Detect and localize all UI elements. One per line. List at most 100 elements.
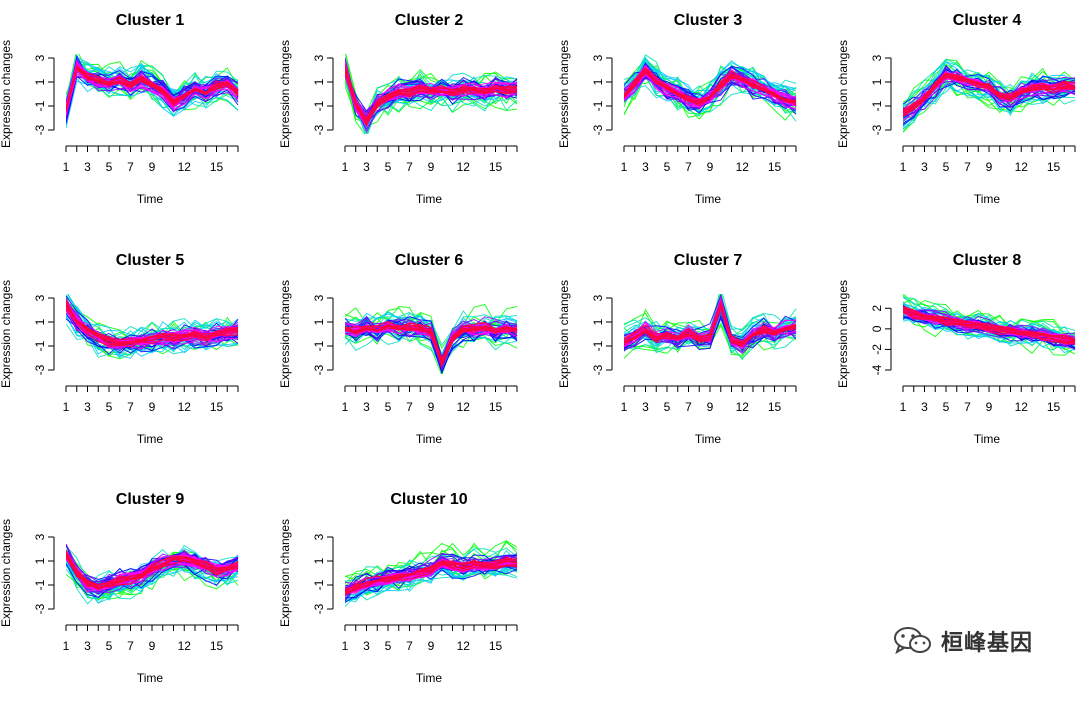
- y-axis-label: Expression changes: [558, 280, 571, 388]
- x-tick-label: 12: [736, 160, 750, 174]
- x-tick-label: 9: [428, 400, 435, 414]
- series-lines: [624, 294, 797, 361]
- y-tick-label: -2: [870, 344, 884, 355]
- y-tick-label: -1: [591, 340, 605, 351]
- x-axis-label: Time: [137, 192, 164, 206]
- x-tick-label: 1: [621, 400, 628, 414]
- x-tick-label: 12: [178, 160, 192, 174]
- x-tick-label: 15: [489, 400, 503, 414]
- y-tick-label: 3: [591, 294, 605, 301]
- chart-title: Cluster 8: [953, 252, 1022, 269]
- x-tick-label: 9: [428, 639, 435, 653]
- x-tick-label: 7: [406, 639, 413, 653]
- series-lines: [345, 540, 518, 608]
- cluster-line: [66, 61, 239, 113]
- x-tick-label: 15: [210, 639, 224, 653]
- y-tick-label: -1: [312, 100, 326, 111]
- cluster-line: [903, 308, 1076, 340]
- x-tick-label: 7: [685, 400, 692, 414]
- x-tick-label: 12: [1015, 400, 1029, 414]
- y-tick-label: 1: [591, 318, 605, 325]
- cluster-line: [345, 325, 518, 366]
- cluster-line: [624, 75, 797, 113]
- cluster-line: [345, 563, 518, 600]
- cluster-line: [624, 304, 797, 344]
- y-tick-label: -4: [870, 364, 884, 375]
- cluster-line: [903, 75, 1076, 120]
- y-tick-label: 1: [870, 78, 884, 85]
- cluster-line: [624, 63, 797, 104]
- wechat-icon: [894, 627, 931, 655]
- cluster-line: [66, 553, 239, 589]
- x-axis-label: Time: [416, 671, 443, 685]
- x-tick-label: 7: [127, 400, 134, 414]
- cluster-line: [345, 329, 518, 366]
- chart-title: Cluster 10: [390, 491, 467, 508]
- x-tick-label: 12: [1015, 160, 1029, 174]
- series-lines: [345, 303, 518, 374]
- series-lines: [903, 58, 1076, 133]
- y-tick-label: 1: [312, 557, 326, 564]
- y-tick-label: 3: [33, 533, 47, 540]
- cluster-line: [345, 66, 517, 124]
- cluster-line: [624, 304, 797, 348]
- x-tick-label: 15: [1047, 400, 1061, 414]
- x-tick-label: 9: [149, 400, 156, 414]
- series-lines: [66, 543, 239, 605]
- cluster-line: [624, 305, 797, 349]
- y-tick-label: -1: [591, 100, 605, 111]
- x-axis-label: Time: [137, 432, 164, 446]
- cluster-plot: Cluster 8 Expression changes Time -4 -2 0 2 1 3 5…: [837, 252, 1076, 446]
- x-tick-label: 5: [106, 639, 113, 653]
- y-tick-label: -1: [33, 100, 47, 111]
- cluster-panel: Cluster 7 Expression changes Time -3 -1 1 3 1 3 5…: [558, 240, 828, 470]
- x-axis-label: Time: [416, 432, 443, 446]
- x-tick-label: 9: [707, 160, 714, 174]
- x-tick-label: 9: [428, 160, 435, 174]
- cluster-line: [903, 294, 1076, 336]
- x-tick-label: 12: [457, 639, 471, 653]
- x-axis-label: Time: [695, 432, 722, 446]
- y-axis-label: Expression changes: [0, 280, 13, 388]
- y-tick-label: -3: [312, 603, 326, 614]
- cluster-line: [345, 64, 518, 121]
- y-tick-label: 3: [33, 294, 47, 301]
- y-tick-label: -3: [870, 124, 884, 135]
- x-tick-label: 15: [489, 639, 503, 653]
- x-tick-label: 5: [664, 160, 671, 174]
- x-tick-label: 5: [943, 160, 950, 174]
- cluster-line: [66, 80, 239, 127]
- x-tick-label: 15: [210, 400, 224, 414]
- x-tick-label: 1: [900, 160, 907, 174]
- x-tick-label: 7: [127, 160, 134, 174]
- y-tick-label: -3: [591, 364, 605, 375]
- cluster-line: [903, 308, 1076, 337]
- cluster-line: [624, 71, 797, 110]
- x-tick-label: 3: [642, 400, 649, 414]
- y-tick-label: 1: [33, 557, 47, 564]
- x-tick-label: 7: [406, 400, 413, 414]
- y-tick-label: -1: [312, 579, 326, 590]
- x-axis-label: Time: [974, 432, 1001, 446]
- cluster-panel: Cluster 2 Expression changes Time -3 -1 1 3 1 3 5…: [279, 0, 549, 230]
- cluster-line: [66, 72, 239, 115]
- x-tick-label: 5: [943, 400, 950, 414]
- x-tick-label: 15: [768, 160, 782, 174]
- cluster-line: [345, 65, 518, 121]
- cluster-line: [66, 66, 239, 111]
- x-tick-label: 5: [385, 400, 392, 414]
- chart-title: Cluster 9: [116, 491, 185, 508]
- y-tick-label: 3: [591, 54, 605, 61]
- x-tick-label: 9: [986, 160, 993, 174]
- x-axis-label: Time: [974, 192, 1001, 206]
- x-tick-label: 9: [149, 639, 156, 653]
- y-axis-label: Expression changes: [0, 519, 13, 627]
- x-tick-label: 9: [707, 400, 714, 414]
- series-lines: [624, 54, 797, 122]
- y-axis-label: Expression changes: [279, 40, 292, 148]
- y-tick-label: 3: [870, 54, 884, 61]
- cluster-panel: Cluster 10 Expression changes Time -3 -1 1 3 1 3…: [279, 479, 549, 709]
